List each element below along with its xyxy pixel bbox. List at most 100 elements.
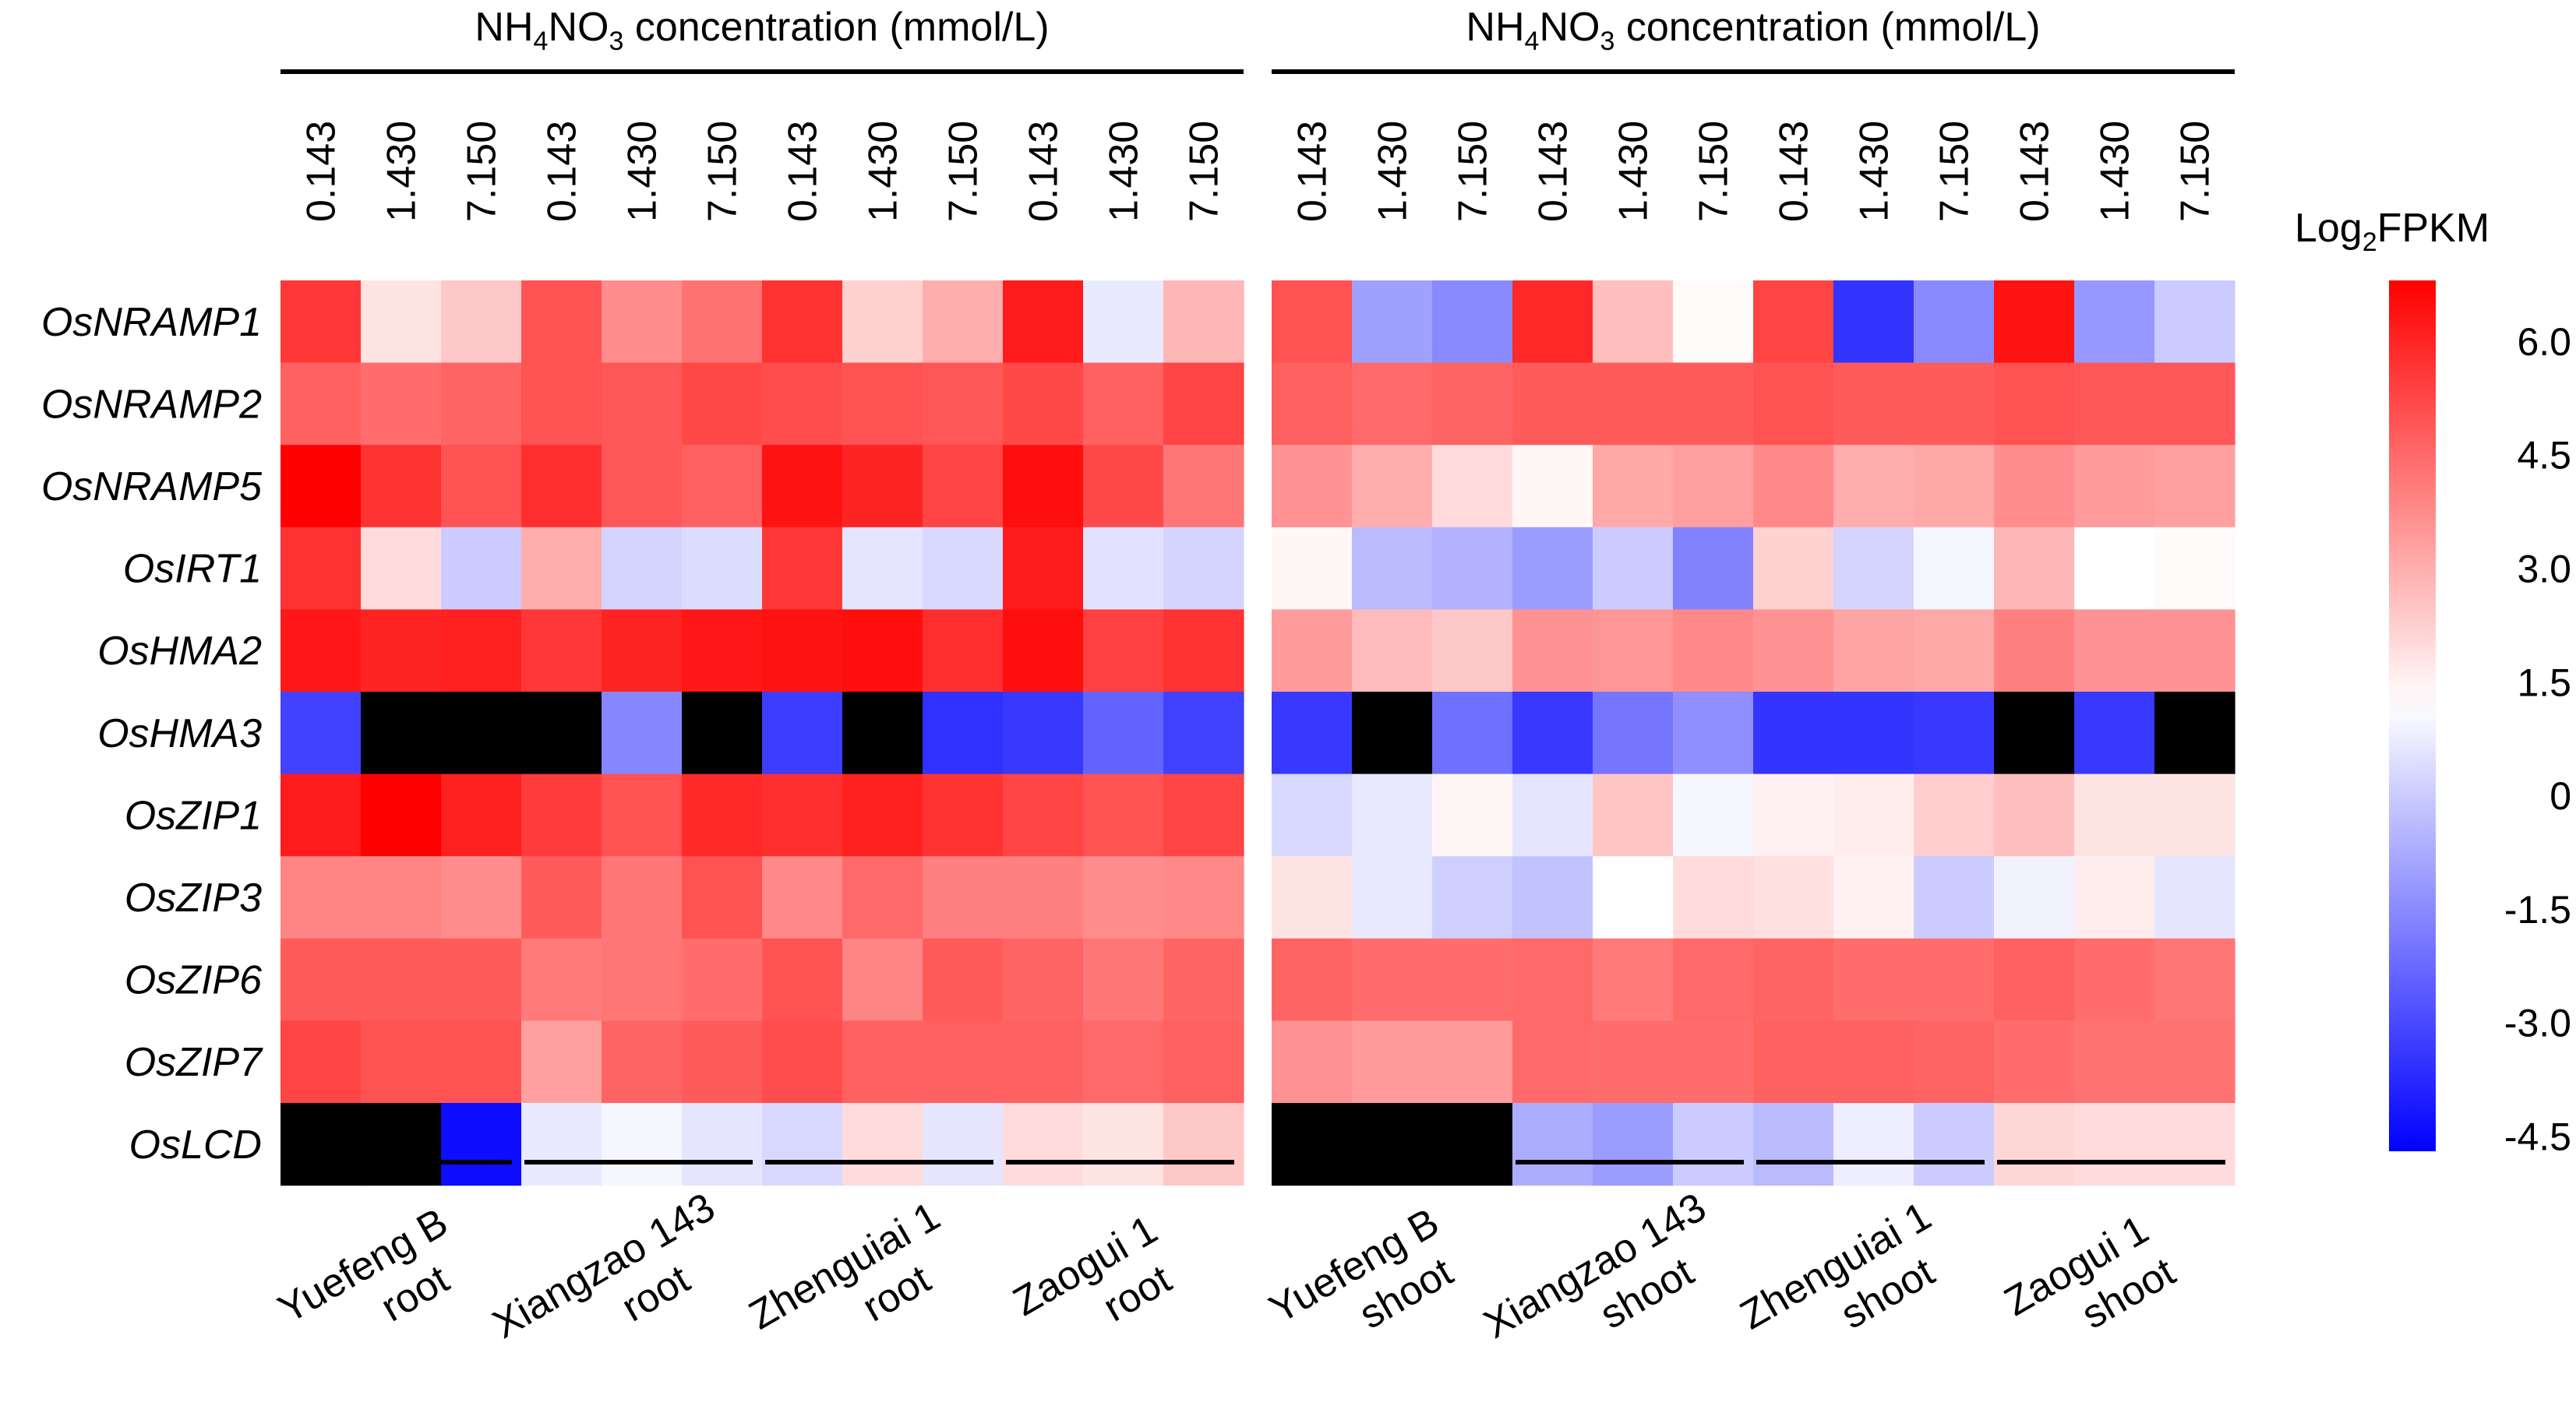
concentration-label: 1.430 (1611, 121, 1657, 222)
concentration-label: 1.430 (620, 121, 665, 222)
heatmap-cell (1994, 1103, 2075, 1186)
heatmap-cell (1083, 1103, 1164, 1186)
group-label: Yuefeng Bshoot (1262, 1200, 1472, 1376)
heatmap-cell (281, 1103, 362, 1186)
group-label: Zaogui 1root (1006, 1207, 1190, 1369)
heatmap-cell (441, 856, 522, 939)
heatmap-cell (1673, 1020, 1754, 1104)
heatmap-cell (1003, 280, 1084, 364)
heatmap-cell (1914, 692, 1995, 775)
heatmap-cell (1994, 773, 2075, 857)
heatmap-cell (1432, 609, 1513, 692)
heatmap-cell (1833, 856, 1914, 939)
heatmap-cell (1994, 692, 2075, 775)
heatmap-cell (1753, 527, 1834, 610)
heatmap-cell (441, 773, 522, 857)
heatmap-cell (1512, 1103, 1593, 1186)
heatmap-cell (682, 362, 763, 446)
heatmap-cell (2154, 1020, 2235, 1104)
heatmap-cell (1352, 527, 1433, 610)
heatmap-cell (842, 609, 923, 692)
heatmap-cell (1352, 445, 1433, 528)
heatmap-cell (2074, 445, 2155, 528)
heatmap-cell (521, 773, 602, 857)
gene-label: OsIRT1 (123, 547, 262, 592)
heatmap-cell (1083, 280, 1164, 364)
heatmap-cell (1914, 280, 1995, 364)
heatmap-cell (923, 362, 1004, 446)
heatmap-cell (2154, 280, 2235, 364)
heatmap-cell (1432, 527, 1513, 610)
heatmap-cell (1352, 1103, 1433, 1186)
heatmap-cell (762, 773, 843, 857)
heatmap-cell (1673, 527, 1754, 610)
heatmap-cell (1593, 938, 1674, 1021)
heatmap-cell (602, 1103, 683, 1186)
heatmap-cell (682, 692, 763, 775)
heatmap-cell (1432, 1103, 1513, 1186)
heatmap-cell (1512, 692, 1593, 775)
heatmap-cell (1003, 938, 1084, 1021)
concentration-label: 0.143 (299, 121, 344, 222)
heatmap-cell (1753, 362, 1834, 446)
heatmap-cell (1083, 692, 1164, 775)
heatmap-cell (281, 280, 362, 364)
heatmap-cell (2074, 1020, 2155, 1104)
heatmap-cell (602, 856, 683, 939)
heatmap-cell (1593, 1103, 1674, 1186)
gene-label: OsZIP6 (125, 958, 262, 1003)
heatmap-cell (1272, 362, 1353, 446)
heatmap-cell (361, 527, 442, 610)
heatmap-cell (1753, 280, 1834, 364)
heatmap-cell (1083, 609, 1164, 692)
heatmap-cell (923, 1103, 1004, 1186)
heatmap-cell (1753, 773, 1834, 857)
heatmap-cell (1994, 445, 2075, 528)
legend-tick-label: -3.0 (2504, 1002, 2571, 1045)
heatmap-cell (1083, 362, 1164, 446)
gene-label: OsZIP1 (125, 793, 262, 838)
heatmap-cell (1833, 773, 1914, 857)
heatmap-cell (1432, 773, 1513, 857)
heatmap-cell (361, 445, 442, 528)
heatmap-cell (602, 362, 683, 446)
heatmap-cell (1083, 773, 1164, 857)
heatmap-cell (1593, 280, 1674, 364)
heatmap-cell (521, 1020, 602, 1104)
heatmap-cell (762, 856, 843, 939)
heatmap-cell (923, 445, 1004, 528)
concentration-label: 7.150 (1451, 121, 1496, 222)
heatmap-cell (441, 1020, 522, 1104)
heatmap-cell (762, 445, 843, 528)
heatmap-cell (361, 938, 442, 1021)
heatmap-cell (923, 856, 1004, 939)
heatmap-cell (361, 609, 442, 692)
heatmap-cell (2074, 609, 2155, 692)
heatmap-cell (682, 527, 763, 610)
heatmap-cell (1163, 362, 1244, 446)
heatmap-cell (1432, 938, 1513, 1021)
heatmap-cell (361, 1103, 442, 1186)
heatmap-cell (923, 527, 1004, 610)
heatmap-cell (521, 445, 602, 528)
heatmap-cell (281, 1020, 362, 1104)
heatmap-cell (1272, 938, 1353, 1021)
heatmap-cell (1512, 362, 1593, 446)
heatmap-cell (2074, 856, 2155, 939)
gene-label: OsZIP7 (125, 1040, 263, 1085)
concentration-label: 0.143 (1290, 121, 1336, 222)
legend-tick-label: 4.5 (2517, 434, 2571, 477)
concentration-label: 0.143 (540, 121, 585, 222)
concentration-label: 1.430 (1102, 121, 1147, 222)
heatmap-cell (1753, 938, 1834, 1021)
heatmap-cell (842, 280, 923, 364)
concentration-label: 7.150 (460, 121, 505, 222)
heatmap-cell (1833, 280, 1914, 364)
legend-tick-label: -1.5 (2504, 888, 2571, 932)
heatmap-cell (1753, 1103, 1834, 1186)
heatmap-cell (1272, 445, 1353, 528)
group-label: Zhenguiai 1shoot (1733, 1193, 1964, 1382)
gene-label: OsNRAMP1 (41, 300, 262, 345)
heatmap-cell (1003, 362, 1084, 446)
